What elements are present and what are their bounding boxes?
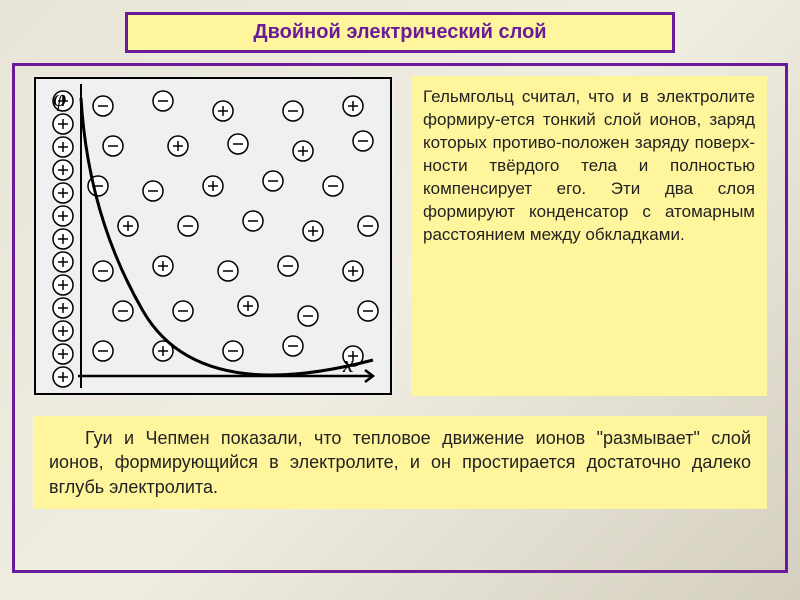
- cation-icon: [343, 96, 363, 116]
- top-row: φ x Гельмгольц считал, что и в электроли…: [33, 76, 767, 396]
- anion-icon: [353, 131, 373, 151]
- anion-icon: [358, 216, 378, 236]
- surface-ion: [53, 160, 73, 180]
- description-box: Гельмгольц считал, что и в электролите ф…: [411, 76, 767, 396]
- potential-curve: [81, 98, 373, 375]
- surface-ion: [53, 298, 73, 318]
- surface-ion: [53, 321, 73, 341]
- anion-icon: [278, 256, 298, 276]
- main-frame: φ x Гельмгольц считал, что и в электроли…: [12, 63, 788, 573]
- anion-icon: [173, 301, 193, 321]
- cation-icon: [238, 296, 258, 316]
- anion-icon: [228, 134, 248, 154]
- anion-icon: [93, 261, 113, 281]
- anion-icon: [93, 96, 113, 116]
- diagram-container: φ x: [33, 76, 393, 396]
- anion-icon: [93, 341, 113, 361]
- anion-icon: [323, 176, 343, 196]
- surface-layer: [53, 91, 73, 387]
- anion-icon: [153, 91, 173, 111]
- anion-icon: [218, 261, 238, 281]
- cation-icon: [213, 101, 233, 121]
- anion-icon: [283, 101, 303, 121]
- cation-icon: [203, 176, 223, 196]
- surface-ion: [53, 252, 73, 272]
- x-axis: [78, 370, 373, 382]
- anion-icon: [283, 336, 303, 356]
- cation-icon: [303, 221, 323, 241]
- anion-icon: [223, 341, 243, 361]
- diagram-frame: [35, 78, 391, 394]
- bottom-box: Гуи и Чепмен показали, что тепловое движ…: [33, 416, 767, 509]
- surface-ion: [53, 367, 73, 387]
- phi-label: φ: [53, 86, 66, 112]
- surface-ion: [53, 275, 73, 295]
- x-label: x: [342, 352, 354, 378]
- anion-icon: [178, 216, 198, 236]
- cation-icon: [118, 216, 138, 236]
- bulk-ions-layer: [88, 91, 378, 366]
- cation-icon: [343, 261, 363, 281]
- surface-ion: [53, 229, 73, 249]
- anion-icon: [263, 171, 283, 191]
- surface-ion: [53, 137, 73, 157]
- cation-icon: [168, 136, 188, 156]
- cation-icon: [153, 256, 173, 276]
- anion-icon: [113, 301, 133, 321]
- anion-icon: [298, 306, 318, 326]
- anion-icon: [143, 181, 163, 201]
- surface-ion: [53, 114, 73, 134]
- surface-ion: [53, 206, 73, 226]
- cation-icon: [293, 141, 313, 161]
- anion-icon: [358, 301, 378, 321]
- anion-icon: [103, 136, 123, 156]
- title-box: Двойной электрический слой: [125, 12, 675, 53]
- title-text: Двойной электрический слой: [253, 21, 546, 43]
- surface-ion: [53, 183, 73, 203]
- surface-ion: [53, 344, 73, 364]
- anion-icon: [243, 211, 263, 231]
- double-layer-diagram: φ x: [33, 76, 393, 396]
